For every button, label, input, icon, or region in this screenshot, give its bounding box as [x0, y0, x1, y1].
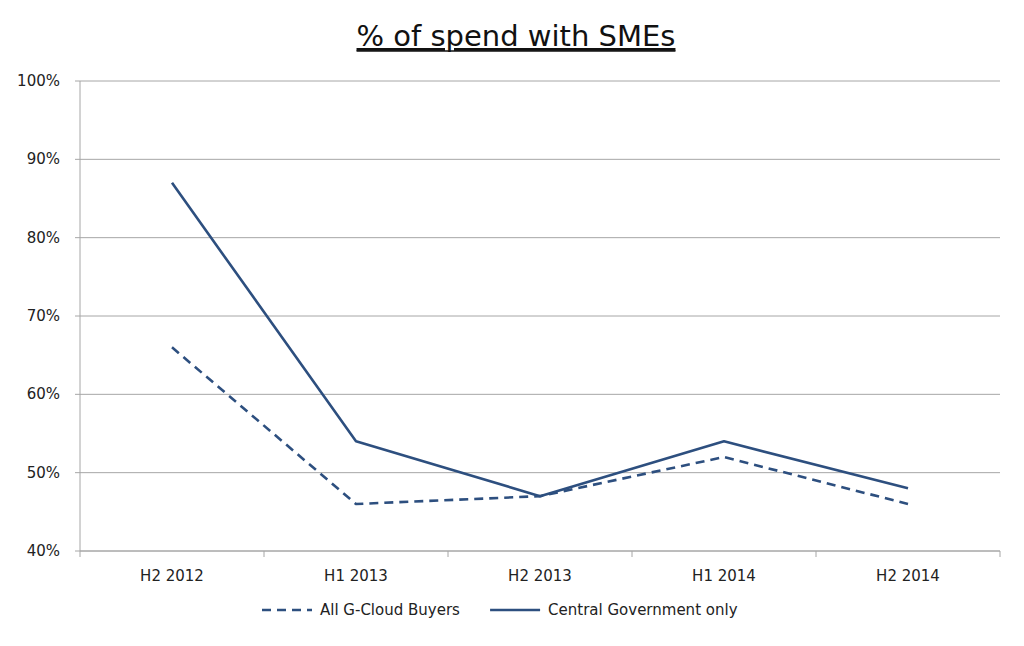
x-tick	[264, 551, 265, 557]
y-axis	[80, 81, 81, 551]
grid-line	[80, 159, 1000, 160]
grid-line	[80, 81, 1000, 82]
y-tick	[75, 159, 80, 160]
grid-line	[80, 394, 1000, 395]
grid-line	[80, 551, 1000, 552]
x-axis	[80, 551, 1000, 552]
legend-swatch	[262, 609, 312, 612]
y-tick	[75, 551, 80, 552]
y-tick	[75, 394, 80, 395]
x-tick-label: H2 2013	[508, 567, 572, 585]
x-tick	[1000, 551, 1001, 557]
y-tick-label: 50%	[27, 464, 60, 482]
y-tick	[75, 472, 80, 473]
grid-line	[80, 472, 1000, 473]
legend-swatch	[490, 609, 540, 612]
series-line	[172, 183, 908, 496]
grid-line	[80, 316, 1000, 317]
title-underline	[357, 50, 676, 52]
x-tick-label: H2 2014	[876, 567, 940, 585]
y-tick-label: 40%	[27, 542, 60, 560]
x-tick	[80, 551, 81, 557]
y-tick-label: 60%	[27, 385, 60, 403]
y-tick	[75, 316, 80, 317]
grid-line	[80, 237, 1000, 238]
x-tick-label: H1 2014	[692, 567, 756, 585]
chart: % of spend with SMEs 40% 50% 60% 70% 80% 90% 10…	[0, 0, 1024, 646]
x-tick	[816, 551, 817, 557]
y-tick	[75, 81, 80, 82]
title: % of spend with SMEs	[357, 19, 676, 53]
y-tick	[75, 237, 80, 238]
plot-area	[172, 183, 908, 504]
x-tick-label: H2 2012	[140, 567, 204, 585]
y-tick-label: 70%	[27, 307, 60, 325]
x-tick-label: H1 2013	[324, 567, 388, 585]
y-tick-label: 100%	[17, 72, 60, 90]
y-tick-label: 90%	[27, 150, 60, 168]
legend-label: Central Government only	[548, 601, 738, 619]
y-tick-label: 80%	[27, 229, 60, 247]
series-line	[172, 347, 908, 504]
legend-label: All G-Cloud Buyers	[320, 601, 460, 619]
x-tick	[632, 551, 633, 557]
x-tick	[448, 551, 449, 557]
